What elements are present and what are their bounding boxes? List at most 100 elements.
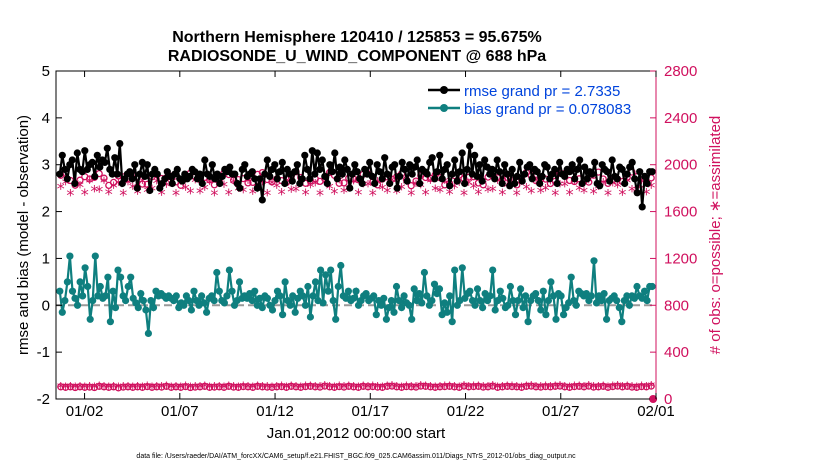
- rmse-point: [208, 161, 216, 169]
- obs-assimilated-marker: *: [100, 173, 108, 192]
- y-right-tick-label: 1600: [664, 204, 697, 221]
- bias-point: [147, 297, 155, 305]
- obs-assimilated-marker: *: [66, 186, 74, 205]
- rmse-point: [401, 165, 409, 173]
- y-right-tick-label: 2000: [664, 157, 697, 174]
- rmse-point: [303, 165, 311, 173]
- rmse-point: [463, 165, 471, 173]
- bias-point: [423, 292, 431, 300]
- obs-possible-marker: [609, 382, 617, 391]
- obs-assimilated-marker: *: [546, 378, 554, 397]
- obs-possible-marker: [263, 383, 271, 391]
- obs-assimilated-marker: *: [354, 185, 362, 204]
- obs-assimilated-marker: *: [623, 378, 631, 397]
- obs-possible-marker: [455, 383, 463, 391]
- bias-point: [180, 301, 188, 309]
- bias-point: [572, 301, 580, 309]
- y-right-tick-label: 1200: [664, 250, 697, 267]
- obs-assimilated-marker: *: [446, 184, 454, 203]
- obs-possible-marker: [138, 180, 147, 188]
- obs-assimilated-marker: *: [465, 175, 473, 194]
- rmse-point: [553, 179, 561, 188]
- rmse-point: [273, 175, 281, 183]
- obs-possible-marker: [90, 383, 99, 392]
- obs-assimilated-marker: *: [158, 379, 166, 398]
- rmse-point: [93, 151, 101, 159]
- bias-point: [479, 304, 487, 312]
- rmse-point: [306, 175, 314, 183]
- obs-possible-marker: [388, 382, 396, 390]
- obs-possible-marker: [287, 382, 295, 390]
- obs-possible-marker: [580, 383, 588, 391]
- obs-assimilated-marker: *: [532, 173, 540, 192]
- obs-assimilated-marker: *: [311, 175, 319, 194]
- rmse-point: [466, 142, 474, 150]
- bias-point: [114, 266, 122, 274]
- obs-assimilated-marker: *: [316, 379, 324, 398]
- bias-point: [641, 287, 649, 295]
- obs-assimilated-marker: *: [90, 182, 98, 201]
- obs-possible-marker: [647, 382, 655, 390]
- obs-possible-marker: [642, 383, 651, 391]
- obs-possible-marker: [402, 382, 411, 391]
- rmse-point: [58, 151, 66, 159]
- bias-point: [309, 292, 317, 300]
- obs-assimilated-marker: *: [546, 174, 554, 193]
- obs-assimilated-marker: *: [609, 378, 617, 397]
- y-right-tick-label: 2800: [664, 63, 697, 80]
- obs-assimilated-marker: *: [239, 378, 247, 397]
- obs-assimilated-marker: *: [551, 378, 559, 397]
- rmse-point: [258, 196, 266, 204]
- obs-possible-marker: [436, 383, 444, 391]
- obs-assimilated-marker: *: [422, 185, 430, 204]
- bias-point: [600, 290, 608, 298]
- bias-point: [451, 266, 459, 274]
- bias-point: [522, 292, 530, 300]
- rmse-point: [588, 170, 596, 178]
- obs-possible-marker: [378, 383, 387, 391]
- bias-point: [446, 292, 454, 300]
- obs-assimilated-marker: *: [119, 379, 127, 398]
- obs-assimilated-marker: *: [66, 378, 74, 397]
- bias-point: [441, 299, 449, 307]
- obs-possible-marker: [474, 382, 483, 390]
- obs-possible-marker: [268, 383, 276, 391]
- y-axis-right-label: # of obs: o=possible; ∗=assimilated: [707, 116, 724, 355]
- rmse-point: [266, 172, 274, 180]
- bias-point: [544, 297, 553, 305]
- bias-point: [71, 294, 79, 302]
- obs-possible-marker: [493, 383, 502, 391]
- rmse-point: [73, 149, 81, 157]
- bias-point: [537, 306, 545, 314]
- rmse-point: [526, 161, 534, 169]
- obs-assimilated-marker: *: [426, 378, 434, 397]
- bias-point: [276, 292, 284, 300]
- obs-assimilated-marker: *: [618, 378, 626, 397]
- obs-assimilated-marker: *: [465, 378, 473, 397]
- rmse-point: [623, 170, 631, 178]
- rmse-point: [408, 170, 416, 178]
- rmse-point: [216, 179, 224, 188]
- obs-assimilated-marker: *: [647, 378, 655, 397]
- obs-assimilated-marker: *: [556, 378, 564, 397]
- obs-assimilated-marker: *: [402, 378, 410, 397]
- bias-point: [299, 292, 307, 300]
- obs-assimilated-marker: *: [129, 179, 137, 198]
- obs-assimilated-marker: *: [316, 186, 324, 205]
- rmse-point: [63, 175, 71, 183]
- obs-assimilated-marker: *: [206, 174, 214, 193]
- obs-assimilated-marker: *: [57, 179, 65, 198]
- obs-possible-marker: [105, 383, 113, 391]
- y-left-tick-label: 3: [42, 157, 50, 174]
- legend: rmse grand pr = 2.7335 bias grand pr = 0…: [428, 83, 631, 118]
- bias-point: [603, 315, 611, 323]
- obs-assimilated-marker: *: [642, 378, 650, 397]
- bias-point: [519, 304, 527, 312]
- obs-possible-marker: [71, 383, 79, 392]
- obs-assimilated-marker: *: [599, 174, 607, 193]
- rmse-point: [378, 175, 386, 183]
- rmse-point: [596, 182, 604, 190]
- obs-assimilated-marker: *: [302, 378, 310, 397]
- obs-assimilated-marker: *: [330, 379, 338, 398]
- rmse-point: [513, 172, 521, 180]
